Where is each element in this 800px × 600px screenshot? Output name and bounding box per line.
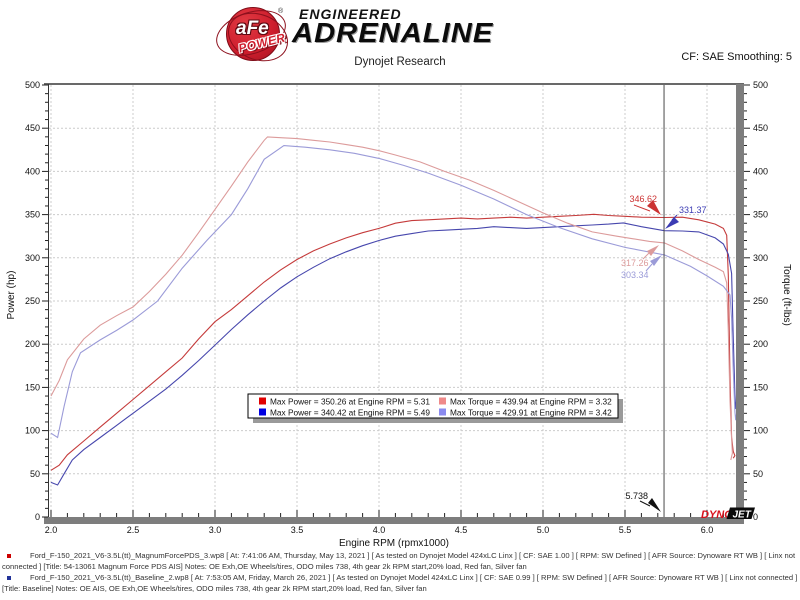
legend-swatch-power-baseline [259, 408, 266, 416]
annotation-torque-baseline: 303.34 [621, 255, 662, 280]
x-tick-label: 5.0 [537, 525, 550, 535]
x-tick-label: 4.5 [455, 525, 468, 535]
y-tick-label-left: 300 [25, 253, 40, 263]
y-tick-label-right: 300 [753, 253, 768, 263]
power-magnumforce-curve [50, 213, 736, 471]
axis-ticks: 2.0 2.5 3.0 3.5 4.0 4.5 5.0 5.5 6.0 0 0 50 50 100 100 1… [25, 80, 768, 535]
x-tick-label: 2.0 [45, 525, 58, 535]
legend-label-power-baseline: Max Power = 340.42 at Engine RPM = 5.49 [270, 408, 430, 418]
y-tick-label-right: 0 [753, 512, 758, 522]
x-tick-label: 2.5 [127, 525, 140, 535]
dynojet-logo-dyno: DYNO [701, 509, 733, 521]
annotation-value: 331.37 [679, 205, 707, 215]
annotation-arrow-icon [647, 200, 661, 215]
annotation-power-magnumforce: 346.62 [629, 194, 661, 215]
left-axis-title: Power (hp) [6, 271, 17, 320]
run-info-text: Ford_F-150_2021_V6-3.5L(tt)_Baseline_2.w… [2, 573, 798, 593]
x-tick-label: 6.0 [701, 525, 714, 535]
annotation-leader [645, 263, 653, 272]
annotation-cursor-rpm: 5.738 [625, 491, 661, 512]
dynojet-logo-box [726, 507, 755, 519]
x-tick-label: 5.5 [619, 525, 632, 535]
curves [50, 136, 738, 486]
legend-label-torque-magnumforce: Max Torque = 439.94 at Engine RPM = 3.32 [450, 397, 612, 407]
y-tick-label-left: 150 [25, 382, 40, 392]
y-tick-label-right: 150 [753, 382, 768, 392]
y-tick-label-right: 50 [753, 469, 763, 479]
annotation-arrow-icon [650, 255, 662, 266]
annotation-value: 317.26 [621, 258, 649, 268]
y-tick-label-right: 400 [753, 166, 768, 176]
run-bullet-icon [7, 576, 11, 581]
y-tick-label-left: 400 [25, 166, 40, 176]
run-info-magnumforce: Ford_F-150_2021_V6-3.5L(tt)_MagnumForceP… [0, 551, 798, 572]
cursor-rpm-label: 5.738 [625, 491, 648, 501]
legend-swatch-power-magnumforce [259, 397, 266, 405]
legend-box[interactable]: Max Power = 350.26 at Engine RPM = 5.31 … [247, 393, 623, 423]
legend-frame [247, 393, 619, 419]
y-tick-label-left: 50 [30, 469, 40, 479]
dynojet-logo-jet: JET [733, 510, 752, 521]
engineered-wordmark: ENGINEERED [299, 6, 402, 22]
brand-header: aFe ® POWER ENGINEERED ADRENALINE Dynoje… [0, 0, 800, 75]
y-tick-label-left: 350 [25, 210, 40, 220]
afe-power-logo: aFe [210, 1, 296, 70]
y-tick-label-right: 500 [753, 80, 768, 90]
gridlines [49, 85, 736, 517]
x-axis-title: Engine RPM (rpmx1000) [339, 538, 449, 549]
chart-subtitle: Dynojet Research [354, 56, 446, 68]
legend-swatch-torque-magnumforce [439, 397, 446, 405]
legend-label-torque-baseline: Max Torque = 429.91 at Engine RPM = 3.42 [450, 408, 612, 418]
power-baseline-curve [50, 222, 738, 486]
y-tick-label-left: 500 [25, 80, 40, 90]
y-tick-label-left: 200 [25, 339, 40, 349]
run-info-text: Ford_F-150_2021_V6-3.5L(tt)_MagnumForceP… [2, 551, 796, 571]
annotation-arrow-icon [647, 245, 659, 256]
bottom-axis-bar [44, 517, 744, 524]
run-info-list: Ford_F-150_2021_V6-3.5L(tt)_MagnumForceP… [0, 551, 798, 595]
run-info-baseline: Ford_F-150_2021_V6-3.5L(tt)_Baseline_2.w… [0, 573, 798, 594]
legend-label-power-magnumforce: Max Power = 350.26 at Engine RPM = 5.31 [270, 397, 430, 407]
right-axis-title: Torque (ft-lbs) [781, 264, 792, 326]
y-tick-label-left: 250 [25, 296, 40, 306]
registered-mark: ® [278, 8, 284, 15]
annotation-leader [639, 500, 651, 507]
y-tick-label-right: 450 [753, 123, 768, 133]
y-tick-label-right: 250 [753, 296, 768, 306]
dyno-plot: 2.0 2.5 3.0 3.5 4.0 4.5 5.0 5.5 6.0 0 0 50 50 100 100 1… [6, 80, 792, 549]
adrenaline-wordmark: ADRENALINE [292, 17, 494, 48]
annotation-value: 346.62 [629, 194, 657, 204]
torque-baseline-curve [50, 145, 738, 439]
legend-swatch-torque-baseline [439, 408, 446, 416]
correction-smoothing-label: CF: SAE Smoothing: 5 [681, 51, 792, 63]
dynojet-logo: DYNO JET [701, 507, 755, 521]
x-tick-label: 3.0 [209, 525, 222, 535]
x-tick-label: 3.5 [291, 525, 304, 535]
afe-logo-text: aFe [236, 18, 269, 39]
y-tick-label-left: 0 [35, 512, 40, 522]
y-tick-label-right: 200 [753, 339, 768, 349]
y-tick-label-right: 100 [753, 426, 768, 436]
annotation-leader [642, 252, 650, 260]
annotation-arrow-icon [648, 498, 661, 512]
x-tick-label: 4.0 [373, 525, 386, 535]
annotation-leader [633, 204, 651, 212]
annotation-power-baseline: 331.37 [665, 205, 707, 229]
right-axis-bar [736, 84, 744, 524]
annotation-arrow-icon [665, 217, 679, 229]
y-tick-label-right: 350 [753, 210, 768, 220]
y-tick-label-left: 100 [25, 426, 40, 436]
torque-magnumforce-curve [50, 136, 733, 461]
run-bullet-icon [7, 554, 11, 558]
y-tick-label-left: 450 [25, 123, 40, 133]
annotation-torque-magnumforce: 317.26 [621, 245, 659, 268]
annotation-value: 303.34 [621, 270, 649, 280]
